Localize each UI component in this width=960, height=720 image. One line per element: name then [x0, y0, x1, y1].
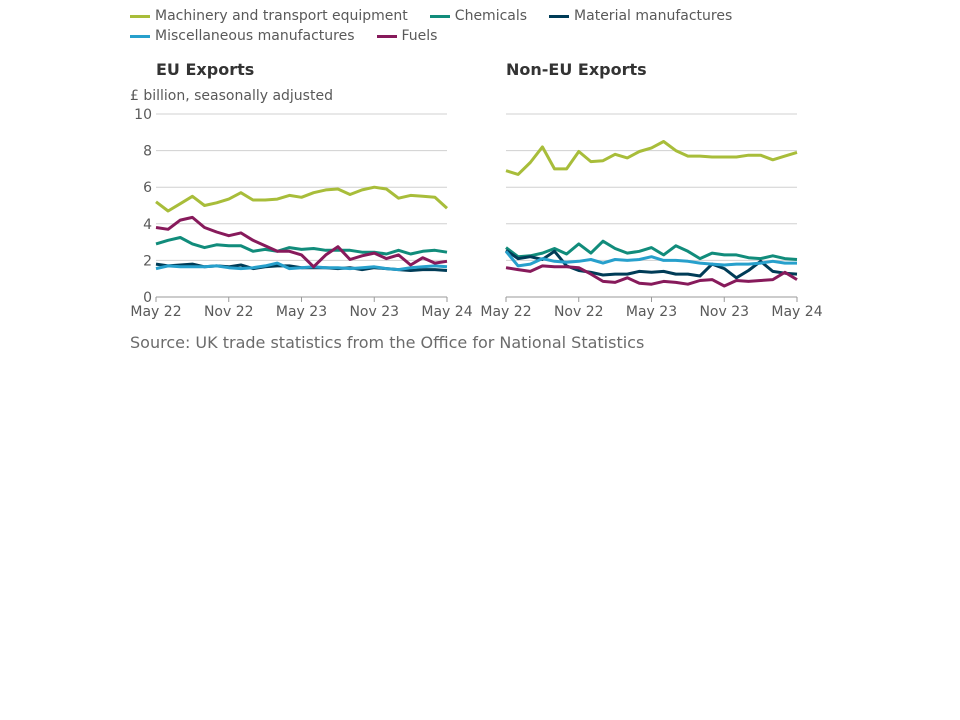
series-line-eu-fuels [155, 215, 448, 269]
series-line-non-eu-material [505, 249, 798, 280]
legend-item-chemicals: Chemicals [429, 8, 528, 24]
y-tick-label-10: 10 [134, 107, 152, 123]
chart-legend: Machinery and transport equipment Chemic… [130, 6, 830, 46]
legend-label-material: Material manufactures [574, 8, 733, 24]
series-line-non-eu-chemicals [505, 239, 798, 261]
chart-canvas: EU Exports £ billion, seasonally adjusted… [130, 60, 823, 320]
x-tick-label-eu-1: Nov 22 [204, 304, 254, 320]
x-tick-label-eu-3: Nov 23 [349, 304, 399, 320]
series-line-eu-miscellaneous [155, 261, 448, 272]
series-line-non-eu-fuels [505, 264, 798, 288]
y-tick-label-8: 8 [143, 144, 152, 160]
chart-title-non-eu: Non-EU Exports [506, 60, 647, 79]
legend-swatch-material [549, 14, 570, 18]
y-axis-label: £ billion, seasonally adjusted [130, 88, 333, 104]
source-note: Source: UK trade statistics from the Off… [130, 333, 645, 352]
x-tick-label-eu-0: May 22 [130, 304, 181, 320]
x-tick-label-non-eu-1: Nov 22 [554, 304, 604, 320]
y-tick-label-4: 4 [143, 217, 152, 233]
x-tick-label-eu-4: May 24 [421, 304, 472, 320]
legend-item-material: Material manufactures [549, 8, 732, 24]
legend-swatch-machinery [130, 14, 150, 18]
legend-row-1: Machinery and transport equipment Chemic… [130, 6, 830, 26]
y-tick-label-6: 6 [143, 180, 152, 196]
legend-item-machinery: Machinery and transport equipment [130, 8, 408, 24]
legend-row-2: Miscellaneous manufactures Fuels [130, 26, 830, 46]
x-tick-label-non-eu-0: May 22 [480, 304, 531, 320]
x-tick-label-non-eu-4: May 24 [771, 304, 822, 320]
legend-label-chemicals: Chemicals [454, 8, 528, 24]
legend-item-miscellaneous: Miscellaneous manufactures [130, 28, 355, 44]
legend-item-fuels: Fuels [376, 28, 438, 44]
legend-swatch-chemicals [429, 14, 450, 18]
series-line-non-eu-machinery [505, 140, 798, 176]
series-line-eu-machinery [155, 185, 449, 213]
legend-label-fuels: Fuels [401, 28, 438, 44]
legend-swatch-fuels [376, 34, 397, 38]
series-line-non-eu-miscellaneous [504, 250, 797, 268]
y-tick-label-2: 2 [143, 253, 152, 269]
x-tick-label-non-eu-3: Nov 23 [699, 304, 749, 320]
x-tick-label-non-eu-2: May 23 [626, 304, 677, 320]
chart-title-eu: EU Exports [156, 60, 254, 79]
legend-label-machinery: Machinery and transport equipment [155, 8, 408, 24]
series-line-eu-chemicals [155, 236, 448, 256]
y-tick-label-0: 0 [143, 290, 152, 306]
legend-label-miscellaneous: Miscellaneous manufactures [155, 28, 355, 44]
legend-swatch-miscellaneous [130, 34, 150, 38]
x-tick-label-eu-2: May 23 [276, 304, 327, 320]
